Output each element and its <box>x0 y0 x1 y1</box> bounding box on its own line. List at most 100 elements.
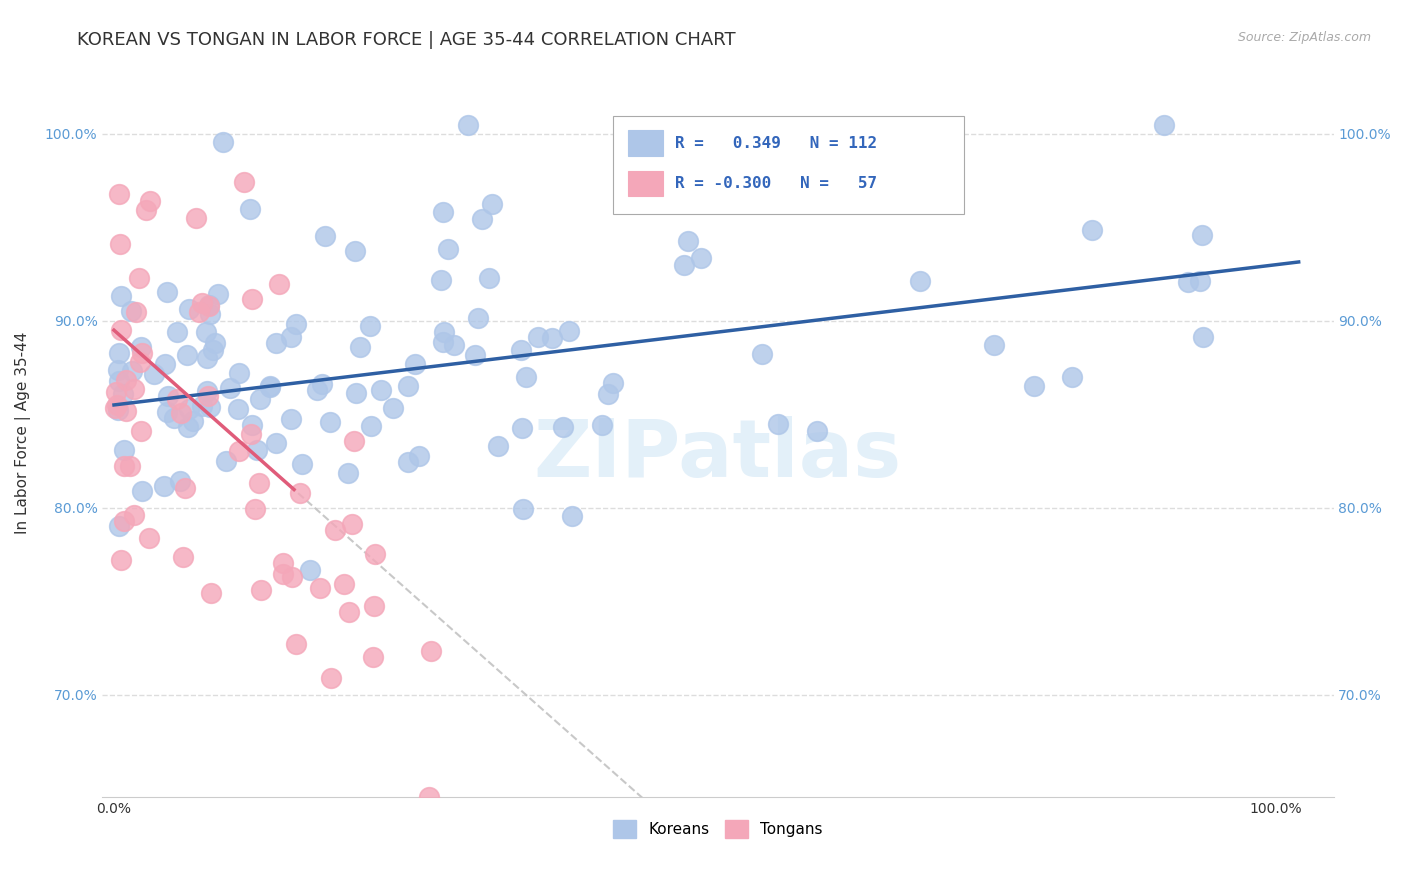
Point <box>443 338 465 352</box>
Point <box>228 366 250 380</box>
Point <box>195 351 218 366</box>
Point <box>311 377 333 392</box>
Point <box>112 458 135 473</box>
Point <box>179 402 201 417</box>
Point <box>120 459 142 474</box>
Point <box>515 370 537 384</box>
Point <box>1022 379 1045 393</box>
Point <box>359 318 381 333</box>
Point <box>291 457 314 471</box>
Point <box>195 384 218 398</box>
Point <box>247 475 270 490</box>
Point <box>139 194 162 208</box>
Point <box>1081 223 1104 237</box>
Point <box>512 421 534 435</box>
Point <box>672 258 695 272</box>
Point <box>558 324 581 338</box>
Point <box>264 335 287 350</box>
Point <box>176 348 198 362</box>
Point <box>596 387 619 401</box>
Point <box>120 304 142 318</box>
Point <box>319 415 342 429</box>
Y-axis label: In Labor Force | Age 35-44: In Labor Force | Age 35-44 <box>15 332 31 534</box>
Point <box>592 418 614 433</box>
Point <box>187 304 209 318</box>
Point <box>553 420 575 434</box>
Point <box>433 325 456 339</box>
Point <box>201 343 224 357</box>
Point <box>343 244 366 259</box>
Point <box>396 455 419 469</box>
Point <box>527 330 550 344</box>
Point <box>246 442 269 457</box>
Point <box>1153 118 1175 132</box>
Point <box>198 400 221 414</box>
Point <box>1192 330 1215 344</box>
Text: Source: ZipAtlas.com: Source: ZipAtlas.com <box>1237 31 1371 45</box>
Point <box>436 243 458 257</box>
Point <box>169 406 191 420</box>
Point <box>240 417 263 432</box>
Point <box>124 508 146 523</box>
Point <box>122 382 145 396</box>
Point <box>273 567 295 582</box>
Point <box>349 340 371 354</box>
Point <box>110 237 132 252</box>
Point <box>299 563 322 577</box>
Point <box>157 389 180 403</box>
Point <box>197 389 219 403</box>
Point <box>280 412 302 426</box>
Point <box>602 376 624 391</box>
Point <box>464 348 486 362</box>
Point <box>181 414 204 428</box>
Point <box>512 501 534 516</box>
Point <box>121 364 143 378</box>
Point <box>107 363 129 377</box>
Point <box>370 384 392 398</box>
Point <box>115 404 138 418</box>
Point <box>280 330 302 344</box>
Point <box>143 367 166 381</box>
Point <box>418 790 440 805</box>
Point <box>190 295 212 310</box>
Point <box>129 425 152 439</box>
Point <box>228 444 250 458</box>
Point <box>908 274 931 288</box>
Point <box>114 373 136 387</box>
Point <box>124 305 146 319</box>
Point <box>806 424 828 438</box>
Point <box>346 385 368 400</box>
Point <box>766 417 789 431</box>
Point <box>129 355 152 369</box>
Point <box>166 392 188 406</box>
Point <box>110 288 132 302</box>
Point <box>792 135 814 149</box>
Point <box>155 357 177 371</box>
Point <box>486 439 509 453</box>
Point <box>271 556 294 570</box>
Point <box>382 401 405 416</box>
Point <box>321 671 343 685</box>
Point <box>676 234 699 248</box>
Point <box>325 523 347 537</box>
Point <box>467 310 489 325</box>
Point <box>309 581 332 595</box>
Point <box>404 357 426 371</box>
Point <box>198 300 221 314</box>
Point <box>110 323 132 337</box>
Point <box>108 375 131 389</box>
Point <box>129 340 152 354</box>
Point <box>111 386 134 401</box>
Point <box>361 649 384 664</box>
Point <box>135 203 157 218</box>
Point <box>163 411 186 425</box>
Point <box>249 392 271 406</box>
Point <box>281 569 304 583</box>
Point <box>107 186 129 201</box>
Text: R = -0.300   N =   57: R = -0.300 N = 57 <box>675 177 877 191</box>
Point <box>177 301 200 316</box>
Point <box>419 643 441 657</box>
Point <box>138 531 160 545</box>
Point <box>233 175 256 189</box>
Point <box>214 454 236 468</box>
